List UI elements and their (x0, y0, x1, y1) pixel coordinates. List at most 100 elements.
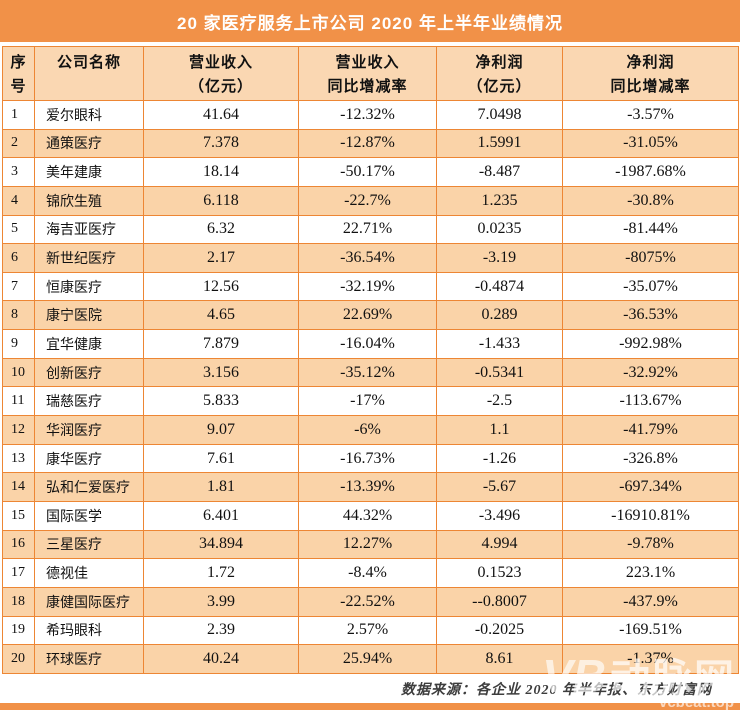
net-profit-value: 4.994 (436, 529, 563, 560)
revenue-value: 2.17 (143, 243, 299, 273)
col-header-revenue-yoy-line1: 营业收入 (335, 53, 400, 71)
revenue-value: 18.14 (143, 157, 299, 187)
net-profit-yoy: -1.37% (562, 644, 739, 674)
company-name: 三星医疗 (34, 529, 144, 560)
net-profit-yoy: -9.78% (562, 529, 739, 560)
company-name: 康健国际医疗 (34, 586, 144, 617)
col-header-net-profit-line1: 净利润 (475, 53, 524, 71)
table-row: 17 德视佳 1.72 -8.4% 0.1523 223.1% (2, 558, 739, 588)
revenue-value: 7.879 (143, 329, 299, 359)
header-row: 序 号 公司名称 营业收入 （亿元） 营业收入 同比增减率 净利润 （亿元 (2, 46, 739, 101)
company-name: 康宁医院 (34, 300, 144, 331)
col-header-net-profit-yoy-line1: 净利润 (626, 53, 675, 71)
row-index: 7 (2, 271, 35, 302)
revenue-value: 5.833 (143, 386, 299, 417)
revenue-value: 40.24 (143, 644, 299, 674)
revenue-value: 9.07 (143, 415, 299, 445)
company-name: 海吉亚医疗 (34, 214, 144, 245)
net-profit-yoy: -992.98% (562, 329, 739, 359)
net-profit-value: -3.19 (436, 243, 563, 273)
table-row: 5 海吉亚医疗 6.32 22.71% 0.0235 -81.44% (2, 214, 739, 245)
revenue-value: 3.99 (143, 586, 299, 617)
revenue-value: 6.118 (143, 185, 299, 216)
revenue-value: 41.64 (143, 100, 299, 130)
row-index: 3 (2, 157, 35, 187)
company-name: 锦欣生殖 (34, 185, 144, 216)
net-profit-yoy: -36.53% (562, 300, 739, 331)
table-row: 2 通策医疗 7.378 -12.87% 1.5991 -31.05% (2, 128, 739, 159)
row-index: 4 (2, 185, 35, 216)
revenue-value: 12.56 (143, 271, 299, 302)
revenue-yoy: -36.54% (298, 243, 437, 273)
net-profit-value: --0.8007 (436, 586, 563, 617)
revenue-value: 7.61 (143, 443, 299, 474)
revenue-yoy: 12.27% (298, 529, 437, 560)
company-name: 通策医疗 (34, 128, 144, 159)
revenue-yoy: -12.32% (298, 100, 437, 130)
revenue-value: 3.156 (143, 357, 299, 388)
col-header-seq-line1: 序 (10, 53, 27, 71)
company-name: 新世纪医疗 (34, 243, 144, 273)
col-header-revenue-line1: 营业收入 (188, 53, 253, 71)
revenue-value: 34.894 (143, 529, 299, 560)
company-name: 创新医疗 (34, 357, 144, 388)
net-profit-yoy: -697.34% (562, 472, 739, 502)
row-index: 1 (2, 100, 35, 130)
net-profit-value: 0.289 (436, 300, 563, 331)
row-index: 8 (2, 300, 35, 331)
net-profit-value: 0.1523 (436, 558, 563, 588)
revenue-yoy: -6% (298, 415, 437, 445)
revenue-yoy: -50.17% (298, 157, 437, 187)
revenue-yoy: 22.69% (298, 300, 437, 331)
revenue-value: 2.39 (143, 615, 299, 646)
company-name: 美年建康 (34, 157, 144, 187)
row-index: 20 (2, 644, 35, 674)
table-header: 序 号 公司名称 营业收入 （亿元） 营业收入 同比增减率 净利润 （亿元 (2, 46, 739, 101)
row-index: 2 (2, 128, 35, 159)
company-name: 希玛眼科 (34, 615, 144, 646)
row-index: 10 (2, 357, 35, 388)
revenue-yoy: -16.04% (298, 329, 437, 359)
net-profit-yoy: -16910.81% (562, 500, 739, 531)
net-profit-value: -5.67 (436, 472, 563, 502)
row-index: 14 (2, 472, 35, 502)
company-name: 国际医学 (34, 500, 144, 531)
company-name: 弘和仁爱医疗 (34, 472, 144, 502)
net-profit-yoy: -169.51% (562, 615, 739, 646)
col-header-revenue-yoy-line2: 同比增减率 (327, 77, 408, 95)
col-header-net-profit-yoy-line2: 同比增减率 (610, 77, 691, 95)
net-profit-yoy: -437.9% (562, 586, 739, 617)
net-profit-value: 7.0498 (436, 100, 563, 130)
company-name: 康华医疗 (34, 443, 144, 474)
net-profit-yoy: -113.67% (562, 386, 739, 417)
table-row: 15 国际医学 6.401 44.32% -3.496 -16910.81% (2, 500, 739, 531)
revenue-value: 1.81 (143, 472, 299, 502)
net-profit-yoy: -32.92% (562, 357, 739, 388)
revenue-yoy: -12.87% (298, 128, 437, 159)
net-profit-yoy: -81.44% (562, 214, 739, 245)
results-table: 序 号 公司名称 营业收入 （亿元） 营业收入 同比增减率 净利润 （亿元 (2, 46, 739, 674)
revenue-yoy: -17% (298, 386, 437, 417)
net-profit-value: -8.487 (436, 157, 563, 187)
row-index: 15 (2, 500, 35, 531)
revenue-yoy: -16.73% (298, 443, 437, 474)
net-profit-yoy: -3.57% (562, 100, 739, 130)
row-index: 13 (2, 443, 35, 474)
row-index: 17 (2, 558, 35, 588)
revenue-yoy: 44.32% (298, 500, 437, 531)
net-profit-value: -0.5341 (436, 357, 563, 388)
table-row: 16 三星医疗 34.894 12.27% 4.994 -9.78% (2, 529, 739, 560)
table-row: 10 创新医疗 3.156 -35.12% -0.5341 -32.92% (2, 357, 739, 388)
col-header-seq: 序 号 (2, 46, 35, 101)
table-row: 11 瑞慈医疗 5.833 -17% -2.5 -113.67% (2, 386, 739, 417)
table-row: 7 恒康医疗 12.56 -32.19% -0.4874 -35.07% (2, 271, 739, 302)
net-profit-value: 8.61 (436, 644, 563, 674)
revenue-yoy: -22.7% (298, 185, 437, 216)
row-index: 6 (2, 243, 35, 273)
col-header-net-profit-yoy: 净利润 同比增减率 (562, 46, 739, 101)
col-header-company: 公司名称 (34, 46, 144, 101)
col-header-company-line2 (36, 75, 143, 99)
net-profit-yoy: -1987.68% (562, 157, 739, 187)
table-row: 1 爱尔眼科 41.64 -12.32% 7.0498 -3.57% (2, 100, 739, 130)
table-row: 6 新世纪医疗 2.17 -36.54% -3.19 -8075% (2, 243, 739, 273)
